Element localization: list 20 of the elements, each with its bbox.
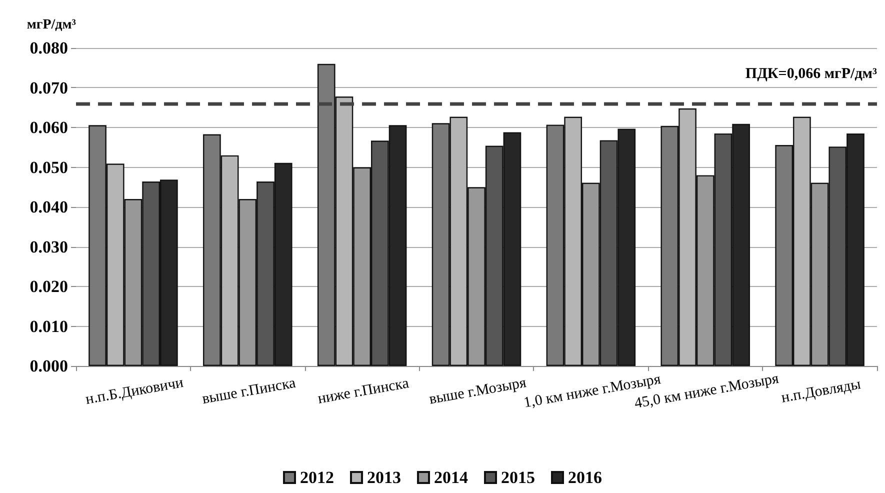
legend-label: 2014 xyxy=(434,468,468,487)
legend-label: 2015 xyxy=(501,468,535,487)
y-tick-label: 0.000 xyxy=(30,356,68,376)
legend-label: 2013 xyxy=(367,468,401,487)
x-tick-label: выше г.Пинска xyxy=(200,375,298,408)
y-tick-label: 0.050 xyxy=(30,158,68,177)
y-tick-label: 0.070 xyxy=(30,78,68,98)
y-tick-label: 0.080 xyxy=(30,38,68,58)
legend-label: 2016 xyxy=(568,468,602,487)
y-tick-label: 0.010 xyxy=(30,316,68,336)
x-tick-label: н.п.Б.Диковичи xyxy=(84,374,185,408)
x-tick-label: н.п.Довляды xyxy=(780,376,862,406)
ref-line-label: ПДК=0,066 мгР/дм³ xyxy=(745,66,878,82)
y-tick-label: 0.040 xyxy=(30,198,68,216)
y-axis-title: мгР/дм³ xyxy=(26,18,76,32)
y-tick-label: 0.060 xyxy=(30,118,68,137)
y-tick-label: 0.030 xyxy=(30,237,68,256)
y-tick-label: 0.020 xyxy=(30,277,68,296)
legend-label: 2012 xyxy=(300,468,334,487)
x-tick-label: ниже г.Пинска xyxy=(316,375,410,408)
